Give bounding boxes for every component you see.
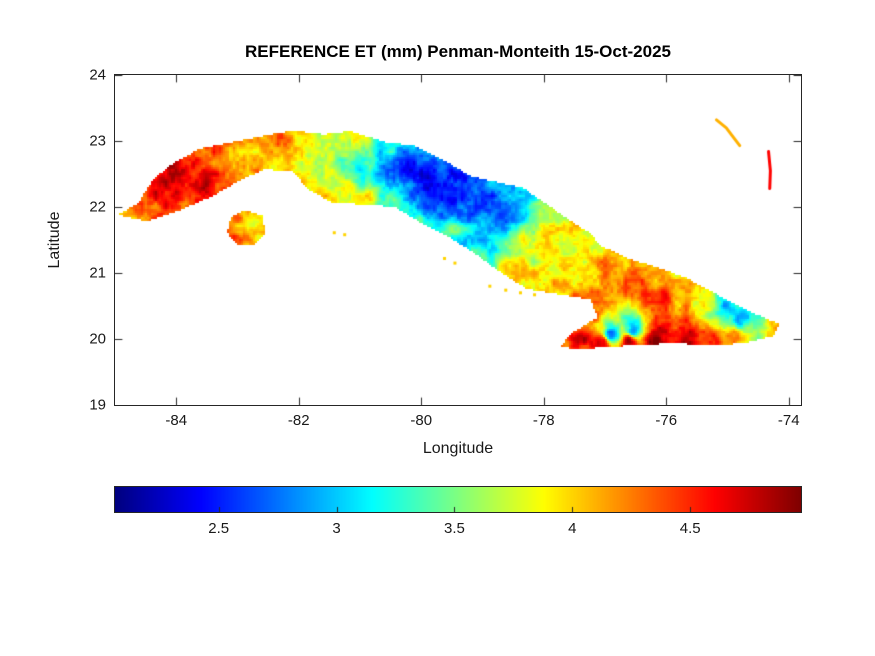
x-tick-label: -84	[165, 412, 188, 429]
colorbar-gradient	[115, 487, 801, 512]
x-tick-label: -78	[532, 412, 555, 429]
colorbar-tick-label: 2.5	[208, 520, 230, 537]
chart-title: REFERENCE ET (mm) Penman-Monteith 15-Oct…	[244, 42, 671, 61]
y-tick-label: 20	[89, 330, 106, 348]
x-tick-label: -82	[287, 412, 310, 429]
y-tick-label: 22	[89, 198, 106, 216]
x-axis-label: Longitude	[422, 440, 494, 457]
x-tick-label: -80	[410, 412, 433, 429]
y-tick-label: 19	[89, 396, 106, 414]
cuba-et-heatmap	[115, 75, 801, 405]
x-tick-label: -74	[777, 412, 800, 429]
y-axis-label: Latitude	[46, 211, 63, 269]
colorbar-tick-label: 4	[568, 520, 577, 537]
x-tick-label: -76	[655, 412, 678, 429]
y-tick-label: 23	[89, 132, 106, 150]
map-plot-area	[114, 74, 802, 406]
colorbar-tick-label: 4.5	[679, 520, 701, 537]
colorbar-tick-label: 3.5	[444, 520, 465, 537]
y-tick-label: 21	[89, 264, 106, 282]
colorbar-tick-label: 3	[332, 520, 341, 537]
colorbar	[114, 486, 802, 513]
y-tick-label: 24	[89, 66, 106, 84]
